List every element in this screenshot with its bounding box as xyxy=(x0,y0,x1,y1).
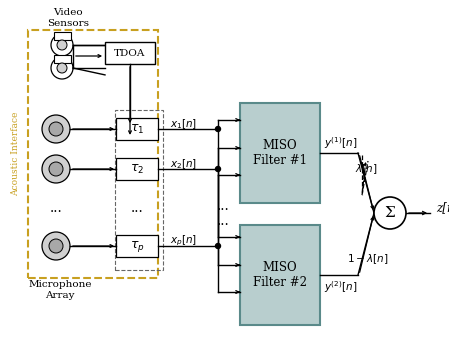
Circle shape xyxy=(216,167,220,171)
Text: $x_1[n]$: $x_1[n]$ xyxy=(170,117,197,131)
Circle shape xyxy=(49,239,63,253)
Text: z[n]: z[n] xyxy=(436,201,449,214)
Bar xyxy=(116,158,158,180)
Circle shape xyxy=(49,122,63,136)
Text: ...: ... xyxy=(216,214,229,228)
Text: $x_2[n]$: $x_2[n]$ xyxy=(170,157,197,171)
Text: $\lambda[n]$: $\lambda[n]$ xyxy=(355,162,378,176)
Text: MISO
Filter #2: MISO Filter #2 xyxy=(253,261,307,289)
Text: Video
Sensors: Video Sensors xyxy=(47,8,89,28)
Circle shape xyxy=(42,232,70,260)
Text: Acoustic Interface: Acoustic Interface xyxy=(12,112,21,196)
Bar xyxy=(54,32,71,40)
Circle shape xyxy=(57,63,67,73)
Circle shape xyxy=(51,57,73,79)
Circle shape xyxy=(42,115,70,143)
Text: $1-\lambda[n]$: $1-\lambda[n]$ xyxy=(347,252,388,266)
Bar xyxy=(54,55,71,63)
Circle shape xyxy=(374,197,406,229)
Bar xyxy=(116,235,158,257)
Text: $y^{(1)}[n]$: $y^{(1)}[n]$ xyxy=(324,135,357,151)
Bar xyxy=(28,30,158,278)
Text: $\tau_1$: $\tau_1$ xyxy=(130,122,144,135)
Bar xyxy=(240,103,320,203)
Text: Microphone
Array: Microphone Array xyxy=(28,280,92,300)
Text: $y^{(2)}[n]$: $y^{(2)}[n]$ xyxy=(324,279,357,295)
Text: Σ: Σ xyxy=(385,206,396,220)
Circle shape xyxy=(49,162,63,176)
Text: ...: ... xyxy=(216,199,229,213)
Text: $\tau_2$: $\tau_2$ xyxy=(130,162,144,175)
Bar xyxy=(105,42,155,64)
Bar xyxy=(116,118,158,140)
Text: TDOA: TDOA xyxy=(114,49,145,57)
Text: ...: ... xyxy=(131,200,143,214)
Bar xyxy=(240,225,320,325)
Text: MISO
Filter #1: MISO Filter #1 xyxy=(253,139,307,167)
Text: ...: ... xyxy=(50,200,62,214)
Circle shape xyxy=(216,127,220,132)
Circle shape xyxy=(51,34,73,56)
Text: $\tau_p$: $\tau_p$ xyxy=(130,238,144,253)
Circle shape xyxy=(42,155,70,183)
Text: $x_p[n]$: $x_p[n]$ xyxy=(170,234,197,248)
Circle shape xyxy=(57,40,67,50)
Circle shape xyxy=(216,244,220,249)
Bar xyxy=(115,110,163,270)
